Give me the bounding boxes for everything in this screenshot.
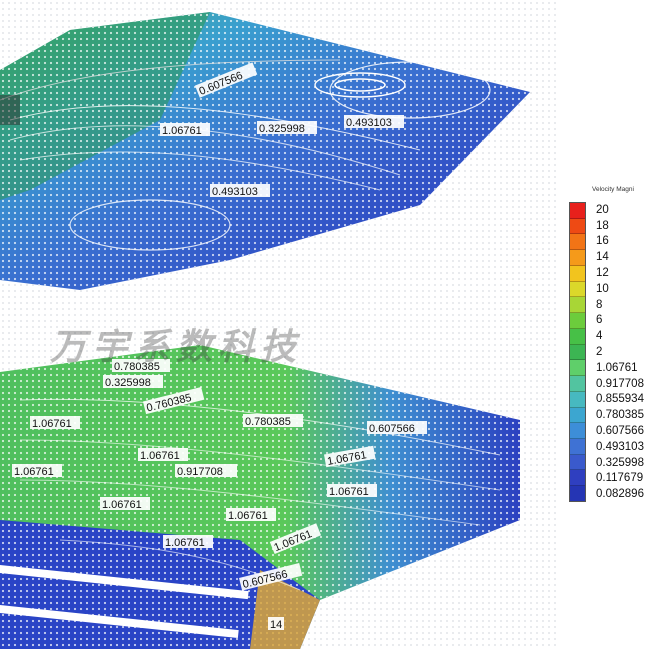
legend-swatch	[570, 281, 585, 298]
legend-swatch	[570, 328, 585, 345]
legend-tick-label: 0.917708	[596, 377, 644, 390]
legend-swatch	[570, 313, 585, 329]
contour-label: 0.493103	[212, 186, 258, 198]
legend-tick-label: 0.855934	[596, 393, 644, 406]
contour-label: 1.06761	[102, 499, 142, 511]
legend-tick-label: 0.607566	[596, 425, 644, 438]
legend-tick-label: 10	[596, 282, 609, 295]
legend-swatch	[570, 454, 585, 471]
legend-swatch	[570, 360, 585, 377]
lower-contour-labels: 0.780385 0.325998 0.760385 1.06761 0.780…	[12, 359, 427, 631]
legend-swatch	[570, 376, 585, 392]
legend-tick-label: 18	[596, 219, 609, 232]
contour-label: 0.607566	[369, 423, 415, 435]
legend-swatch	[570, 407, 585, 424]
legend-swatch	[570, 486, 585, 501]
legend-tick-labels: 20 18 16 14 12 10 8 6 4 2 1.06761 0.917708 0.855934 0…	[596, 202, 649, 502]
legend-tick-label: 0.117679	[596, 472, 644, 485]
contour-label: 1.06761	[14, 466, 54, 478]
contour-label: 0.780385	[114, 361, 160, 373]
legend-swatch	[570, 203, 585, 219]
legend-swatch	[570, 344, 585, 361]
legend-tick-label: 6	[596, 314, 603, 327]
legend-swatch	[570, 391, 585, 408]
contour-label: 1.06761	[165, 537, 205, 549]
legend-title: Velocity Magni	[592, 186, 634, 193]
upper-slice-plane	[0, 12, 530, 290]
contour-label: 1.06761	[329, 486, 369, 498]
legend-tick-label: 2	[596, 346, 603, 359]
contour-label: 0.493103	[346, 117, 392, 129]
contour-label: 1.06761	[32, 418, 72, 430]
legend-tick-label: 8	[596, 298, 603, 311]
legend-tick-label: 0.325998	[596, 456, 644, 469]
legend-tick-label: 4	[596, 330, 603, 343]
contour-label: 1.06761	[228, 510, 268, 522]
legend-tick-label: 14	[596, 251, 609, 264]
legend-tick-label: 20	[596, 203, 609, 216]
watermark-text: 万宇系数科技	[50, 327, 303, 368]
legend-swatch	[570, 218, 585, 235]
contour-label: 1.06761	[140, 450, 180, 462]
legend-tick-label: 16	[596, 235, 609, 248]
contour-label: 14	[270, 619, 282, 631]
legend-tick-label: 0.082896	[596, 488, 644, 501]
contour-label: 0.325998	[105, 377, 151, 389]
contour-label: 0.917708	[177, 466, 223, 478]
legend-swatch	[570, 470, 585, 487]
legend-swatch	[570, 297, 585, 314]
legend-swatch	[570, 439, 585, 455]
legend-swatch	[570, 265, 585, 282]
legend-swatch	[570, 423, 585, 440]
legend-tick-label: 0.780385	[596, 409, 644, 422]
contour-label: 0.780385	[245, 416, 291, 428]
legend-tick-label: 0.493103	[596, 440, 644, 453]
legend-tick-label: 1.06761	[596, 361, 638, 374]
velocity-legend: Velocity Magni 20 18 16 14 12 10 8 6 4 2 1.06761 0.…	[566, 186, 649, 526]
legend-swatch	[570, 234, 585, 251]
legend-tick-label: 12	[596, 267, 609, 280]
contour-label: 1.06761	[162, 125, 202, 137]
contour-label: 0.325998	[259, 123, 305, 135]
legend-colorbar	[569, 202, 586, 502]
legend-swatch	[570, 250, 585, 266]
